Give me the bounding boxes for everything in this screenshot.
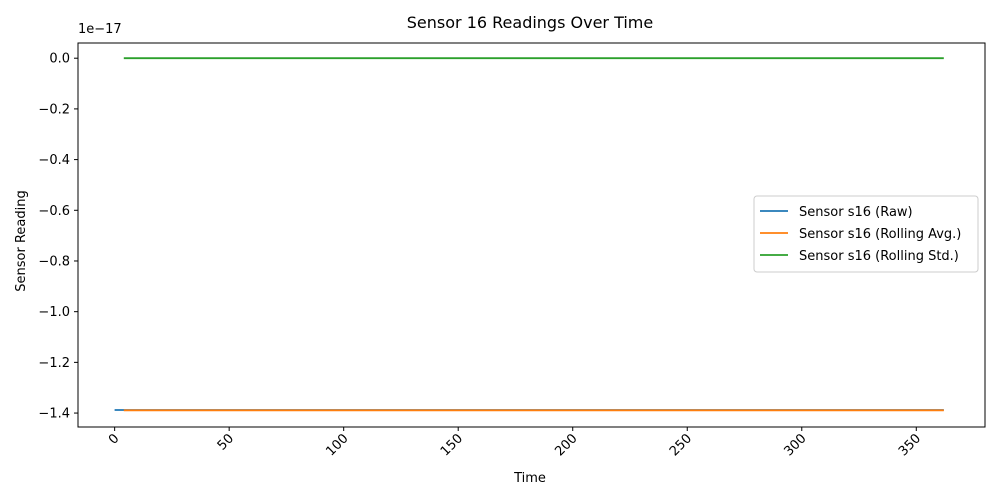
legend-label: Sensor s16 (Rolling Std.) — [799, 249, 959, 264]
x-tick-label: 300 — [781, 431, 809, 459]
y-axis: 0.0 −0.2 −0.4 −0.6 −0.8 −1.0 −1.2 −1.4 — [38, 52, 78, 422]
plot-area — [114, 57, 944, 412]
x-tick-label: 50 — [215, 431, 237, 453]
x-tick-label: 150 — [438, 431, 466, 459]
legend-label: Sensor s16 (Raw) — [799, 205, 913, 220]
x-tick-label: 250 — [667, 431, 695, 459]
y-tick-label: −0.2 — [38, 102, 70, 117]
y-tick-label: −0.4 — [38, 153, 70, 168]
x-tick-label: 350 — [896, 431, 924, 459]
y-tick-label: −1.4 — [38, 407, 70, 422]
x-tick-label: 100 — [323, 431, 351, 459]
legend-label: Sensor s16 (Rolling Avg.) — [799, 227, 961, 242]
y-axis-title: Sensor Reading — [14, 190, 29, 291]
y-tick-label: 0.0 — [49, 52, 70, 67]
plot-frame — [77, 42, 986, 428]
y-tick-label: −1.2 — [38, 356, 70, 371]
x-tick-label: 200 — [552, 431, 580, 459]
x-axis: 0 50 100 150 200 250 300 350 — [106, 427, 924, 459]
legend-box — [753, 195, 979, 273]
y-tick-label: −1.0 — [38, 305, 70, 320]
y-tick-label: −0.8 — [38, 254, 70, 269]
y-axis-offset-text: 1e−17 — [78, 22, 122, 37]
x-axis-title: Time — [513, 471, 546, 486]
x-tick-label: 0 — [106, 431, 122, 447]
legend: Sensor s16 (Raw) Sensor s16 (Rolling Avg.… — [753, 195, 979, 273]
chart-title: Sensor 16 Readings Over Time — [407, 13, 653, 32]
y-tick-label: −0.6 — [38, 204, 70, 219]
